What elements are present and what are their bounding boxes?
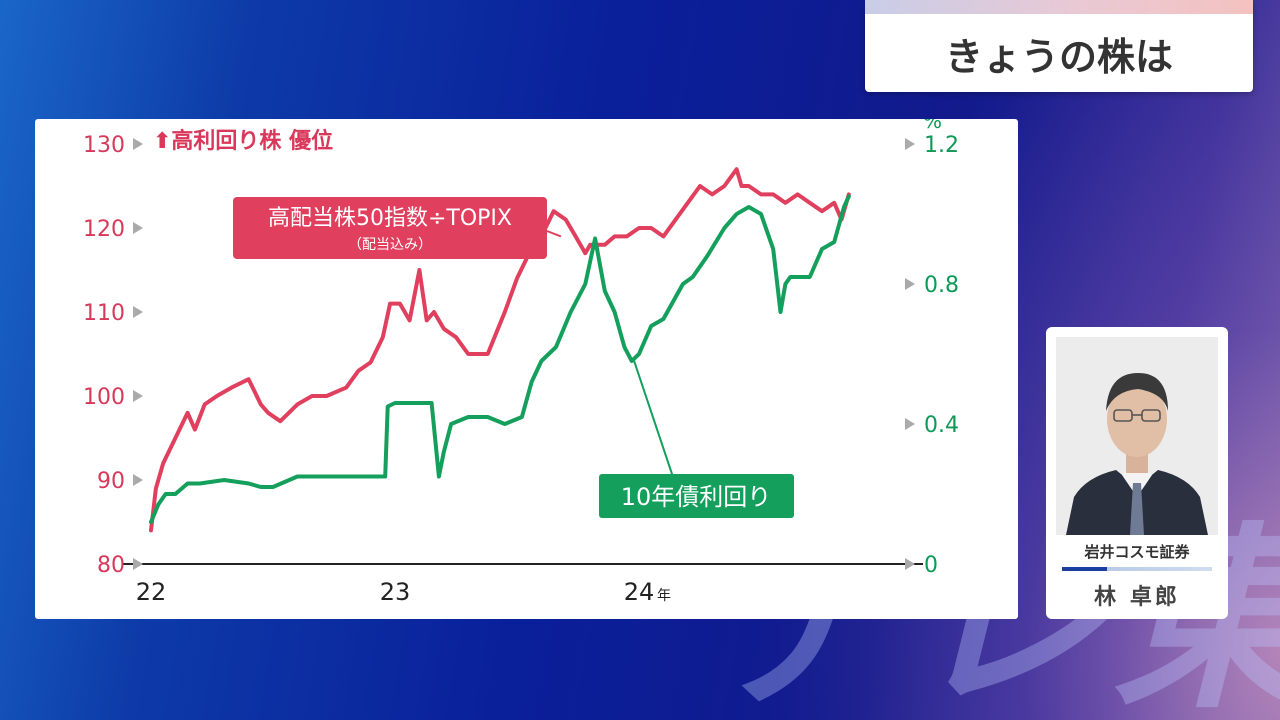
right-tick-label: 1.2 (924, 133, 959, 158)
guest-name: 林 卓郎 (1094, 585, 1180, 610)
left-tick-marker (133, 390, 143, 402)
chart-panel: 80 90 100 110 120 130 0 0.4 0.8 1.2% 22 23 24 年 ⬆高利回り株… (35, 119, 1018, 619)
right-tick-marker (905, 558, 915, 570)
guest-card: 岩井コスモ証券 林 卓郎 (1046, 327, 1228, 619)
title-accent-strip (865, 0, 1253, 14)
x-tick-label: 22 (136, 578, 167, 606)
left-tick-label: 110 (83, 301, 125, 326)
right-axis-unit: % (923, 119, 942, 133)
dividend-label-leader (546, 230, 562, 238)
guest-photo (1056, 337, 1218, 535)
left-tick-marker (133, 138, 143, 150)
advantage-annotation: ⬆高利回り株 優位 (153, 128, 333, 154)
bond-label-leader (633, 360, 674, 478)
x-tick-label: 24 (624, 578, 655, 606)
bond-label-box (599, 474, 794, 518)
x-axis-unit: 年 (657, 588, 671, 604)
line-chart: 80 90 100 110 120 130 0 0.4 0.8 1.2% 22 23 24 年 ⬆高利回り株… (83, 119, 959, 606)
right-tick-label: 0 (924, 553, 938, 578)
left-tick-marker (133, 222, 143, 234)
x-tick-label: 23 (380, 578, 411, 606)
left-tick-label: 100 (83, 385, 125, 410)
dividend-series-sublabel: （配当込み） (348, 237, 432, 253)
right-tick-label: 0.8 (924, 273, 959, 298)
guest-portrait (1056, 337, 1218, 535)
bond-yield-line (149, 194, 851, 524)
dividend-ratio-line (149, 167, 851, 533)
right-tick-marker (905, 278, 915, 290)
right-tick-marker (905, 418, 915, 430)
bond-series-label: 10年債利回り (621, 483, 772, 511)
left-tick-marker (133, 306, 143, 318)
dividend-series-label: 高配当株50指数÷TOPIX (268, 206, 512, 231)
guest-company: 岩井コスモ証券 (1084, 543, 1190, 561)
left-tick-label: 130 (83, 133, 125, 158)
right-tick-marker (905, 138, 915, 150)
left-tick-label: 90 (97, 469, 125, 494)
right-tick-label: 0.4 (924, 413, 959, 438)
dividend-label-box (233, 197, 547, 259)
name-divider (1062, 567, 1212, 571)
left-tick-marker (133, 558, 143, 570)
left-tick-label: 120 (83, 217, 125, 242)
left-tick-marker (133, 474, 143, 486)
segment-title: きょうの株は (944, 34, 1173, 79)
left-tick-label: 80 (97, 553, 125, 578)
segment-title-box: きょうの株は (865, 0, 1253, 92)
